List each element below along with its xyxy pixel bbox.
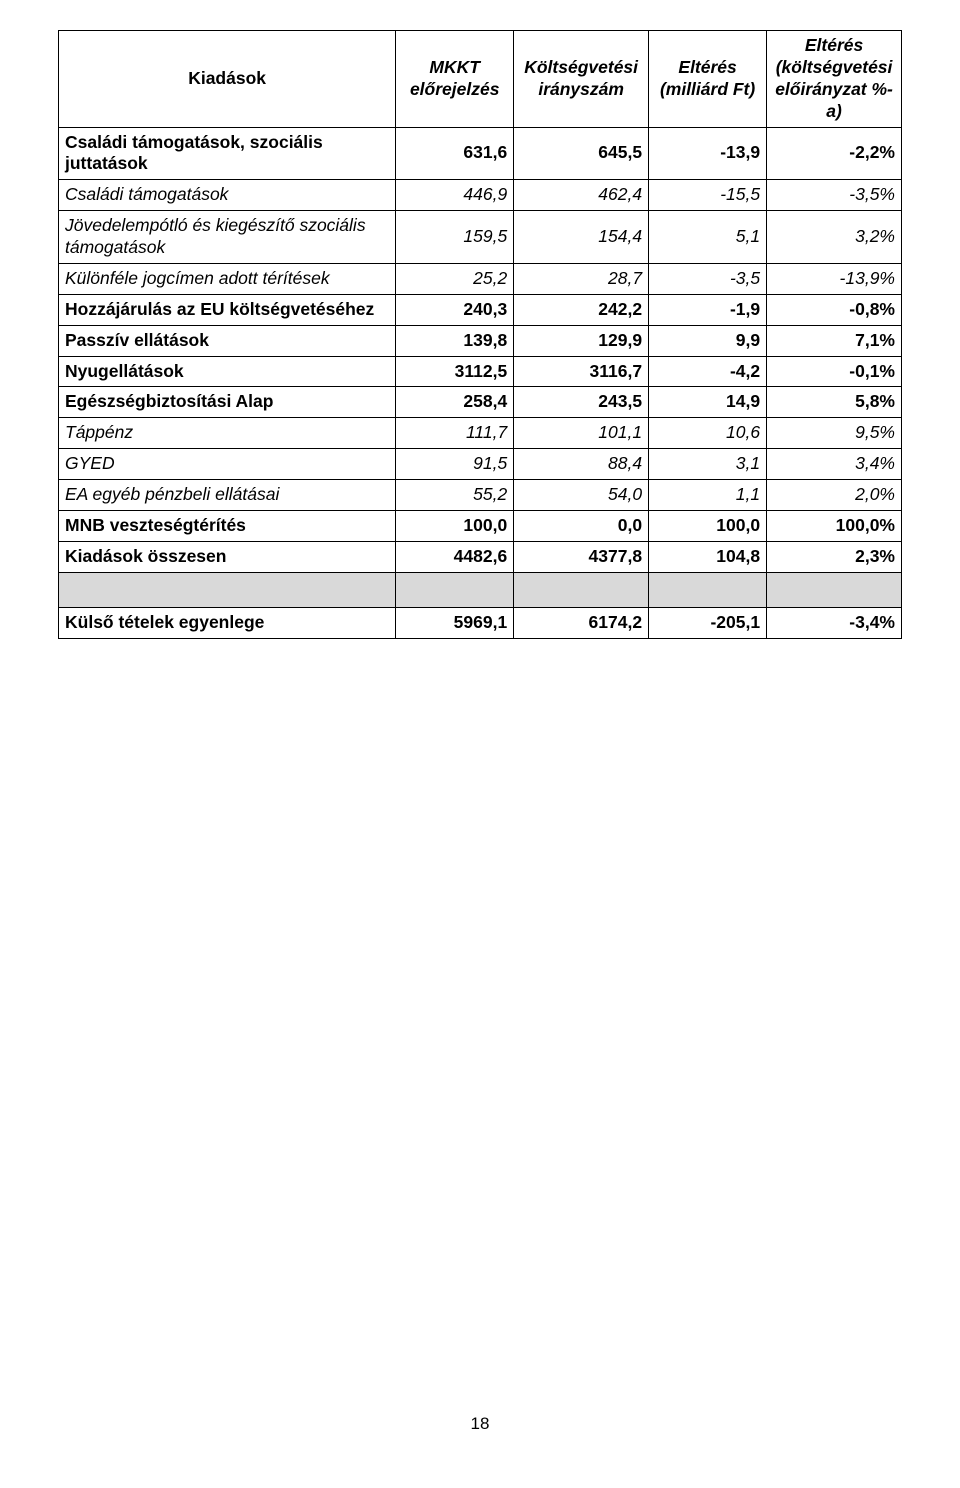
table-row: Nyugellátások3112,53116,7-4,2-0,1% [59,356,902,387]
table-row: Táppénz111,7101,110,69,5% [59,418,902,449]
row-value: 3,1 [649,449,767,480]
row-value: 10,6 [649,418,767,449]
footer-row-value: 6174,2 [514,607,649,638]
row-value: 1,1 [649,480,767,511]
row-value: 139,8 [396,325,514,356]
row-value: 631,6 [396,127,514,180]
row-label: Kiadások összesen [59,541,396,572]
row-value: -0,8% [767,294,902,325]
header-elteres-szazalek: Eltérés (költségvetési előirányzat %-a) [767,31,902,128]
row-value: 25,2 [396,263,514,294]
row-value: 154,4 [514,211,649,264]
row-value: 100,0% [767,510,902,541]
row-value: 28,7 [514,263,649,294]
row-value: 3,4% [767,449,902,480]
row-value: 4377,8 [514,541,649,572]
row-value: 14,9 [649,387,767,418]
row-value: 2,3% [767,541,902,572]
row-value: 645,5 [514,127,649,180]
row-value: 3112,5 [396,356,514,387]
row-value: 91,5 [396,449,514,480]
row-value: 7,1% [767,325,902,356]
row-value: 5,1 [649,211,767,264]
row-value: 3116,7 [514,356,649,387]
separator-cell [59,572,396,607]
row-value: -15,5 [649,180,767,211]
row-label: EA egyéb pénzbeli ellátásai [59,480,396,511]
row-value: 100,0 [649,510,767,541]
row-value: 2,0% [767,480,902,511]
row-value: 240,3 [396,294,514,325]
row-value: 104,8 [649,541,767,572]
row-label: Táppénz [59,418,396,449]
footer-row-label: Külső tételek egyenlege [59,607,396,638]
table-row: MNB veszteségtérítés100,00,0100,0100,0% [59,510,902,541]
row-label: Egészségbiztosítási Alap [59,387,396,418]
row-value: 129,9 [514,325,649,356]
row-value: 3,2% [767,211,902,264]
table-header-row: Kiadások MKKT előrejelzés Költségvetési … [59,31,902,128]
table-row: Passzív ellátások139,8129,99,97,1% [59,325,902,356]
row-value: -13,9 [649,127,767,180]
row-value: -13,9% [767,263,902,294]
row-label: Jövedelempótló és kiegészítő szociális t… [59,211,396,264]
header-mkkt: MKKT előrejelzés [396,31,514,128]
row-label: Hozzájárulás az EU költségvetéséhez [59,294,396,325]
row-value: 5,8% [767,387,902,418]
separator-row [59,572,902,607]
expenditure-table: Kiadások MKKT előrejelzés Költségvetési … [58,30,902,639]
footer-row-value: -3,4% [767,607,902,638]
row-label: Különféle jogcímen adott térítések [59,263,396,294]
row-value: -0,1% [767,356,902,387]
table-row: Jövedelempótló és kiegészítő szociális t… [59,211,902,264]
row-label: Családi támogatások, szociális juttatáso… [59,127,396,180]
footer-row-value: -205,1 [649,607,767,638]
row-value: 9,9 [649,325,767,356]
table-row: Hozzájárulás az EU költségvetéséhez240,3… [59,294,902,325]
row-value: 54,0 [514,480,649,511]
row-value: 462,4 [514,180,649,211]
row-value: 111,7 [396,418,514,449]
row-value: -1,9 [649,294,767,325]
separator-cell [514,572,649,607]
row-value: 9,5% [767,418,902,449]
footer-row-value: 5969,1 [396,607,514,638]
row-value: -3,5% [767,180,902,211]
table-row: EA egyéb pénzbeli ellátásai55,254,01,12,… [59,480,902,511]
separator-cell [396,572,514,607]
table-footer-row: Külső tételek egyenlege5969,16174,2-205,… [59,607,902,638]
row-label: Nyugellátások [59,356,396,387]
table-row: Egészségbiztosítási Alap258,4243,514,95,… [59,387,902,418]
row-value: 88,4 [514,449,649,480]
table-row: Különféle jogcímen adott térítések25,228… [59,263,902,294]
row-value: 243,5 [514,387,649,418]
row-value: 159,5 [396,211,514,264]
row-value: 258,4 [396,387,514,418]
row-value: -3,5 [649,263,767,294]
separator-cell [649,572,767,607]
row-label: MNB veszteségtérítés [59,510,396,541]
page-number: 18 [0,1414,960,1434]
row-value: 101,1 [514,418,649,449]
row-value: -4,2 [649,356,767,387]
table-row: Kiadások összesen4482,64377,8104,82,3% [59,541,902,572]
row-value: -2,2% [767,127,902,180]
page: Kiadások MKKT előrejelzés Költségvetési … [0,0,960,1488]
row-value: 100,0 [396,510,514,541]
row-value: 0,0 [514,510,649,541]
header-kiadasok: Kiadások [59,31,396,128]
row-label: GYED [59,449,396,480]
row-value: 242,2 [514,294,649,325]
row-value: 446,9 [396,180,514,211]
separator-cell [767,572,902,607]
row-label: Passzív ellátások [59,325,396,356]
row-label: Családi támogatások [59,180,396,211]
table-row: Családi támogatások446,9462,4-15,5-3,5% [59,180,902,211]
row-value: 55,2 [396,480,514,511]
header-elteres-ft: Eltérés (milliárd Ft) [649,31,767,128]
row-value: 4482,6 [396,541,514,572]
header-koltsegvetesi: Költségvetési irányszám [514,31,649,128]
table-row: GYED91,588,43,13,4% [59,449,902,480]
table-row: Családi támogatások, szociális juttatáso… [59,127,902,180]
